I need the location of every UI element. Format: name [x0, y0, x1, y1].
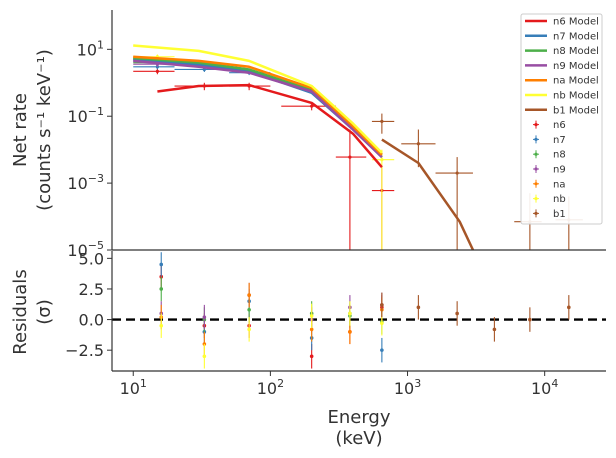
residuals-background	[112, 251, 606, 371]
bottom-y-ticks: 5.0 2.5 0.0 −2.5	[65, 249, 112, 360]
data-point-nb-1	[380, 158, 384, 162]
legend-marker-nb	[534, 197, 538, 201]
residual-nb-3	[309, 314, 314, 318]
residual-na-2	[247, 293, 251, 297]
data-point-n6-4	[348, 155, 352, 159]
residual-nb-0	[159, 323, 164, 328]
legend-marker-n7	[534, 137, 538, 141]
x-axis-label-line1: Energy	[327, 407, 390, 428]
x-ticks: 101 102 103 104	[120, 371, 558, 398]
net-rate-panel: 101 10−1 10−3 10−5 Net rate (counts s⁻¹ keV…	[10, 10, 606, 260]
legend-label-n9: n9	[553, 165, 566, 176]
data-point-b1-2	[455, 171, 459, 175]
residual-nb-2	[247, 327, 251, 332]
top-y-axis-label-line1: Net rate	[10, 93, 31, 167]
legend-label-n9-model: n9 Model	[553, 61, 599, 72]
legend-marker-b1	[534, 211, 538, 215]
legend-label-n8: n8	[553, 150, 566, 161]
x-tick-label-0: 101	[120, 377, 147, 398]
model-line-na-model	[133, 55, 383, 156]
net-rate-plot-area	[133, 44, 583, 251]
legend-items: n6 Model n7 Model n8 Model n9 Model na Model…	[525, 17, 599, 220]
residual-b1-4	[528, 317, 532, 322]
residual-na-3	[309, 327, 314, 332]
bottom-y-tick-label-0: 5.0	[79, 249, 104, 268]
legend: n6 Model n7 Model n8 Model n9 Model na Model…	[520, 13, 603, 225]
legend-label-nb: nb	[553, 194, 566, 205]
x-tick-label-1: 102	[257, 377, 284, 398]
model-line-n6-model	[157, 83, 383, 169]
data-point-b1-0	[380, 119, 384, 124]
legend-label-n6-model: n6 Model	[553, 17, 599, 28]
top-y-tick-label-0: 101	[77, 38, 104, 59]
legend-label-nb-model: nb Model	[553, 91, 599, 102]
legend-label-n8-model: n8 Model	[553, 46, 599, 57]
legend-label-na-model: na Model	[553, 76, 599, 87]
top-y-tick-label-2: 10−3	[67, 172, 104, 193]
residual-na-4	[348, 330, 352, 334]
residual-n7-0	[159, 262, 164, 267]
residual-n7-5	[380, 348, 384, 352]
residual-n8-2	[247, 307, 251, 312]
legend-label-b1: b1	[553, 209, 566, 220]
model-line-n9-model	[133, 59, 383, 159]
legend-marker-n6	[534, 123, 538, 127]
residual-b1-1	[416, 305, 421, 310]
legend-label-n7: n7	[553, 135, 566, 146]
residual-b1-3	[492, 327, 497, 332]
residuals-plot-area	[112, 252, 606, 369]
x-tick-label-3: 104	[531, 377, 558, 398]
residuals-panel: 5.0 2.5 0.0 −2.5 101 102 103 104 Residuals (σ)…	[10, 249, 606, 449]
residual-n6-3	[309, 354, 314, 359]
residual-nb-4	[348, 311, 352, 316]
x-axis-label-line2: (keV)	[335, 428, 382, 449]
bottom-y-axis-label-line2: (σ)	[34, 299, 55, 324]
residual-b1-0	[380, 303, 384, 307]
legend-label-na: na	[553, 179, 565, 190]
x-tick-label-2: 103	[394, 377, 421, 398]
data-point-n6-0	[155, 69, 159, 73]
data-point-n6-3	[310, 104, 314, 108]
legend-label-b1-model: b1 Model	[553, 105, 599, 116]
top-y-ticks: 101 10−1 10−3 10−5	[67, 38, 112, 260]
legend-label-n7-model: n7 Model	[553, 31, 599, 42]
bottom-y-tick-label-3: −2.5	[65, 341, 104, 360]
bottom-y-tick-label-1: 2.5	[79, 280, 104, 299]
residual-n8-0	[159, 287, 164, 291]
top-y-tick-label-1: 10−1	[67, 105, 104, 126]
residual-b1-5	[567, 305, 571, 310]
data-point-b1-1	[416, 142, 420, 146]
bottom-y-axis-label-line1: Residuals	[10, 269, 31, 354]
residual-n9-1	[202, 315, 207, 319]
bottom-y-tick-label-2: 0.0	[79, 311, 104, 330]
top-y-axis-label-line2: (counts s⁻¹ keV⁻¹)	[34, 49, 55, 211]
legend-marker-n8	[534, 152, 538, 156]
legend-label-n6: n6	[553, 120, 566, 131]
model-line-nb-model	[133, 44, 383, 154]
residual-nb-1	[202, 354, 207, 359]
legend-marker-na	[534, 182, 538, 186]
residual-b1-2	[455, 311, 459, 316]
residual-nb-5	[380, 321, 384, 326]
model-line-b1-model	[381, 138, 475, 251]
legend-marker-n9	[534, 167, 538, 171]
top-y-tick-label-3: 10−5	[67, 239, 104, 260]
